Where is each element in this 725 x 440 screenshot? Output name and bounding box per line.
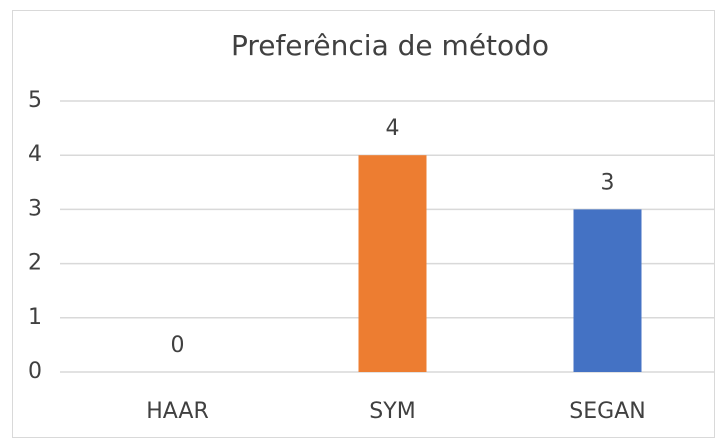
y-tick-label: 0 [28, 359, 42, 384]
data-label: 3 [601, 170, 615, 195]
x-tick-label: HAAR [146, 399, 209, 424]
y-tick-label: 5 [28, 88, 42, 113]
data-label: 0 [171, 333, 185, 358]
data-label: 4 [386, 116, 400, 141]
x-tick-label: SYM [369, 399, 415, 424]
y-tick-label: 1 [28, 305, 42, 330]
y-tick-label: 4 [28, 142, 42, 167]
y-tick-label: 2 [28, 251, 42, 276]
y-tick-label: 3 [28, 196, 42, 221]
x-tick-label: SEGAN [569, 399, 645, 424]
bar [358, 155, 427, 372]
bar [573, 209, 642, 372]
chart-title: Preferência de método [231, 29, 549, 62]
